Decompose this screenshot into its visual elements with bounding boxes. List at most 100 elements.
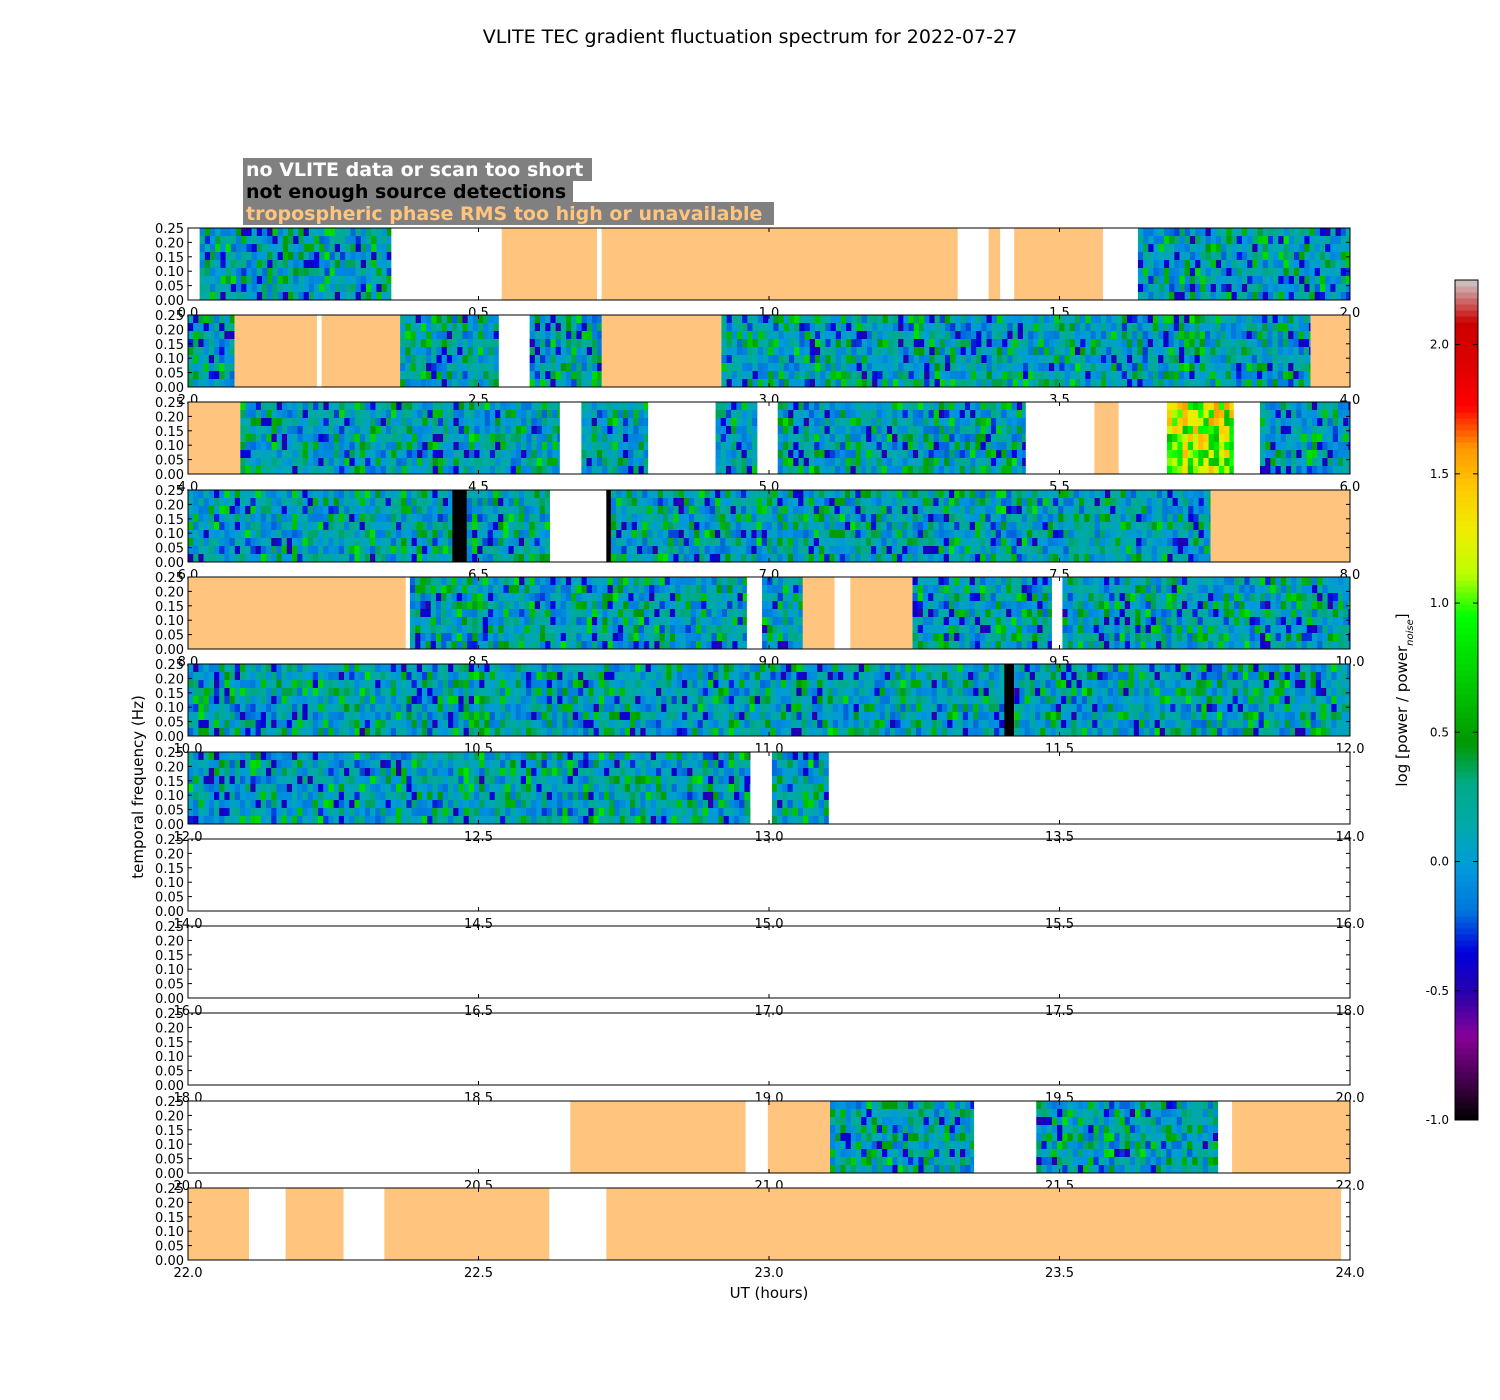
spectrum-cell (256, 260, 263, 269)
spectrum-cell (1085, 339, 1091, 348)
spectrum-cell (662, 514, 669, 523)
spectrum-cell (1257, 260, 1264, 269)
spectrum-cell (204, 284, 211, 293)
spectrum-cell (339, 450, 345, 459)
spectrum-cell (622, 410, 629, 419)
spectrum-cell (1148, 260, 1154, 269)
spectrum-cell (1337, 410, 1344, 419)
spectrum-cell (768, 331, 774, 340)
spectrum-cell (1299, 260, 1305, 269)
spectrum-cell (1189, 276, 1196, 285)
spectrum-cell (1059, 315, 1065, 324)
spectrum-cell (498, 530, 504, 539)
spectrum-cell (1272, 331, 1279, 340)
spectrum-cell (1116, 363, 1123, 372)
spectrum-cell (1215, 276, 1222, 285)
spectrum-cell (652, 522, 659, 531)
spectrum-cell (370, 466, 376, 475)
spectrum-cell (324, 292, 330, 301)
spectrum-cell (225, 268, 232, 277)
spectrum-cell (731, 442, 737, 451)
spectrum-cell (245, 450, 251, 459)
spectrum-cell (829, 546, 835, 555)
spectrum-cell (876, 466, 883, 475)
spectrum-cell (474, 442, 480, 451)
spectrum-cell (432, 418, 439, 427)
spectrum-cell (420, 355, 427, 364)
spectrum-cell (730, 538, 737, 547)
spectrum-cell (344, 538, 350, 547)
spectrum-cell (371, 284, 377, 293)
spectrum-cell (657, 498, 664, 507)
spectrum-cell (1224, 426, 1230, 435)
spectrum-cell (229, 339, 235, 348)
spectrum-cell (1198, 466, 1204, 475)
spectrum-cell (286, 546, 293, 555)
spectrum-cell (752, 331, 759, 340)
spectrum-cell (876, 442, 883, 451)
spectrum-cell (360, 244, 367, 253)
spectrum-cell (328, 530, 334, 539)
spectrum-cell (1229, 450, 1235, 459)
spectrum-cell (547, 434, 553, 443)
spectrum-cell (262, 260, 268, 269)
spectrum-cell (850, 442, 857, 451)
spectrum-cell (673, 506, 679, 515)
spectrum-cell (950, 371, 956, 380)
spectrum-cell (1348, 458, 1351, 467)
spectrum-cell (405, 347, 411, 356)
spectrum-cell (354, 450, 361, 459)
spectrum-cell (850, 434, 857, 443)
spectrum-cell (526, 426, 532, 435)
spectrum-cell (1121, 347, 1128, 356)
spectrum-cell (536, 442, 543, 451)
spectrum-cell (746, 546, 752, 555)
spectrum-cell (980, 402, 987, 411)
spectrum-cell (850, 498, 856, 507)
spectrum-cell (736, 466, 742, 475)
spectrum-cell (740, 514, 747, 523)
spectrum-cell (720, 506, 726, 515)
spectrum-cell (1172, 426, 1178, 435)
spectrum-cell (1022, 355, 1029, 364)
spectrum-cell (929, 331, 935, 340)
spectrum-cell (917, 498, 924, 507)
spectrum-cell (1048, 379, 1055, 388)
spectrum-cell (954, 466, 961, 475)
y-tick-label: 0.15 (155, 338, 184, 353)
spectrum-cell (319, 260, 325, 269)
spectrum-cell (633, 458, 639, 467)
spectrum-cell (1226, 236, 1232, 245)
spectrum-cell (1172, 466, 1178, 475)
spectrum-cell (1012, 379, 1019, 388)
spectrum-cell (193, 546, 199, 555)
spectrum-block (721, 315, 1311, 388)
spectrum-cell (349, 466, 355, 475)
spectrum-cell (876, 498, 882, 507)
spectrum-cell (381, 244, 388, 253)
spectrum-cell (329, 292, 336, 301)
spectrum-cell (898, 355, 904, 364)
spectrum-cell (954, 498, 960, 507)
spectrum-cell (761, 498, 768, 507)
spectrum-cell (668, 546, 674, 555)
spectrum-cell (731, 363, 738, 372)
spectrum-cell (1277, 379, 1284, 388)
spectrum-cell (1121, 323, 1128, 332)
spectrum-cell (261, 442, 267, 451)
spectrum-cell (256, 284, 263, 293)
spectrum-cell (866, 371, 873, 380)
spectrum-cell (1006, 450, 1013, 459)
spectrum-cell (917, 514, 924, 523)
spectrum-cell (913, 347, 920, 356)
spectrum-cell (521, 410, 527, 419)
spectrum-cell (1309, 252, 1316, 261)
spectrum-cell (794, 315, 800, 324)
spectrum-cell (360, 260, 367, 269)
spectrum-cell (954, 554, 960, 563)
spectrum-cell (1317, 410, 1323, 419)
spectrum-cell (526, 442, 532, 451)
spectrum-cell (1319, 260, 1326, 269)
spectrum-cell (198, 323, 204, 332)
spectrum-cell (1296, 466, 1302, 475)
